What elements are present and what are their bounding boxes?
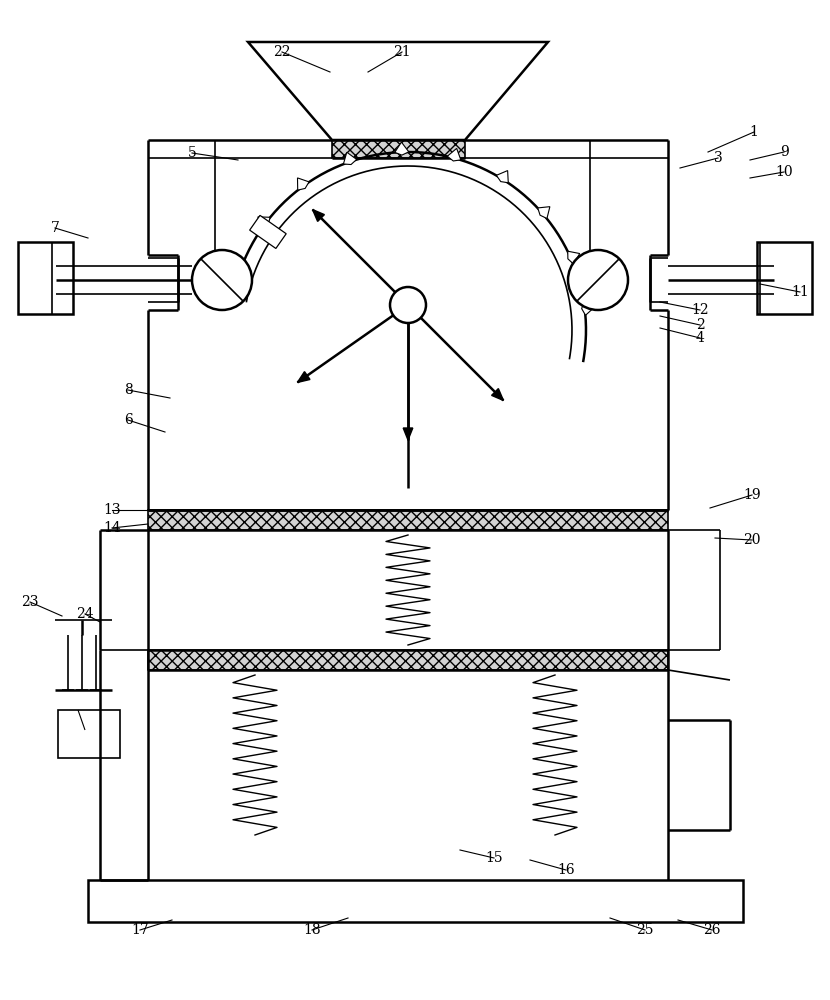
Text: 8: 8	[124, 383, 132, 397]
Polygon shape	[403, 428, 413, 440]
Text: 10: 10	[775, 165, 793, 179]
Bar	[58, 710, 120, 758]
Polygon shape	[297, 372, 310, 382]
Text: 21: 21	[393, 45, 411, 59]
Polygon shape	[447, 148, 461, 161]
Text: 9: 9	[779, 145, 788, 159]
Polygon shape	[568, 251, 579, 264]
Text: 15: 15	[486, 851, 503, 865]
Polygon shape	[313, 210, 325, 221]
Bar	[148, 510, 668, 530]
Text: 26: 26	[703, 923, 720, 937]
Polygon shape	[582, 301, 594, 315]
Text: 16: 16	[557, 863, 575, 877]
Bar	[18, 242, 73, 314]
Bar	[148, 650, 668, 670]
Polygon shape	[491, 389, 504, 400]
Text: 11: 11	[791, 285, 809, 299]
Polygon shape	[297, 178, 309, 190]
Circle shape	[192, 250, 252, 310]
Text: 23: 23	[22, 595, 39, 609]
Text: 2: 2	[696, 318, 705, 332]
Polygon shape	[258, 217, 270, 228]
Bar	[332, 140, 465, 158]
Text: 13: 13	[103, 503, 121, 517]
Text: 5: 5	[188, 146, 197, 160]
Circle shape	[390, 287, 426, 323]
Polygon shape	[248, 42, 548, 140]
Text: 25: 25	[637, 923, 654, 937]
Text: 22: 22	[273, 45, 290, 59]
Circle shape	[568, 250, 628, 310]
Text: 14: 14	[103, 521, 121, 535]
Text: 12: 12	[691, 303, 709, 317]
Text: 19: 19	[743, 488, 761, 502]
Polygon shape	[232, 263, 243, 276]
Polygon shape	[344, 152, 357, 165]
Bar	[250, 215, 286, 248]
Text: 1: 1	[749, 125, 759, 139]
Polygon shape	[538, 207, 550, 219]
Text: 7: 7	[51, 221, 60, 235]
Bar	[88, 880, 743, 922]
Text: 18: 18	[303, 923, 321, 937]
Text: 17: 17	[131, 923, 149, 937]
Polygon shape	[395, 142, 409, 155]
Text: 4: 4	[696, 331, 705, 345]
Bar	[757, 242, 812, 314]
Polygon shape	[496, 171, 508, 183]
Text: 24: 24	[76, 607, 94, 621]
Text: 6: 6	[124, 413, 132, 427]
Text: 20: 20	[743, 533, 761, 547]
Text: 3: 3	[714, 151, 722, 165]
